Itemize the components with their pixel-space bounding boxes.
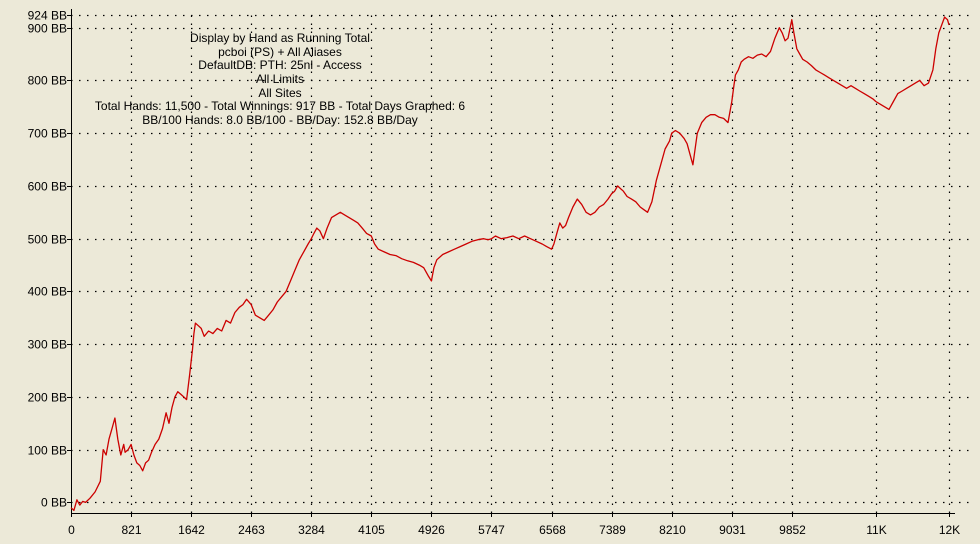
- x-axis-ticks: 0 821 1642 2463 3284 4105 4926 5747 6568 7389 8210…: [68, 513, 960, 537]
- y-tick-label: 400 BB: [28, 285, 67, 299]
- x-tick-label: 9852: [779, 523, 806, 537]
- grid: [71, 14, 974, 513]
- x-tick-label: 12K: [939, 523, 960, 537]
- x-tick-label: 1642: [178, 523, 205, 537]
- info-line-2: pcboi (PS) + All Aliases: [218, 45, 342, 59]
- y-tick-label: 300 BB: [28, 338, 67, 352]
- y-tick-label: 800 BB: [28, 74, 67, 88]
- x-tick-label: 821: [121, 523, 141, 537]
- series-layer: [70, 16, 950, 512]
- running-total-line: [70, 16, 950, 512]
- x-tick-label: 6568: [539, 523, 566, 537]
- y-tick-label: 924 BB: [28, 9, 67, 23]
- x-tick-label: 2463: [238, 523, 265, 537]
- x-tick-label: 4926: [418, 523, 445, 537]
- info-line-5: All Sites: [258, 86, 301, 100]
- info-box: Display by Hand as Running Total pcboi (…: [95, 31, 466, 127]
- y-tick-label: 200 BB: [28, 391, 67, 405]
- x-tick-label: 3284: [298, 523, 325, 537]
- x-tick-label: 7389: [599, 523, 626, 537]
- y-tick-label: 900 BB: [28, 22, 67, 36]
- x-tick-label: 4105: [358, 523, 385, 537]
- x-tick-label: 11K: [866, 523, 886, 537]
- y-tick-label: 500 BB: [28, 233, 67, 247]
- x-tick-label: 8210: [659, 523, 686, 537]
- info-line-6: Total Hands: 11,500 - Total Winnings: 91…: [95, 99, 466, 113]
- y-tick-label: 600 BB: [28, 180, 67, 194]
- y-tick-label: 700 BB: [28, 127, 67, 141]
- axes: [71, 9, 955, 514]
- info-line-3: DefaultDB: PTH: 25nl - Access: [198, 58, 361, 72]
- x-tick-label: 9031: [719, 523, 746, 537]
- info-line-7: BB/100 Hands: 8.0 BB/100 - BB/Day: 152.8…: [142, 113, 418, 127]
- info-line-4: All Limits: [256, 72, 304, 86]
- y-tick-label: 100 BB: [28, 444, 67, 458]
- info-line-1: Display by Hand as Running Total: [190, 31, 370, 45]
- x-tick-label: 0: [68, 523, 75, 537]
- x-tick-label: 5747: [478, 523, 505, 537]
- y-tick-label: 0 BB: [41, 496, 67, 510]
